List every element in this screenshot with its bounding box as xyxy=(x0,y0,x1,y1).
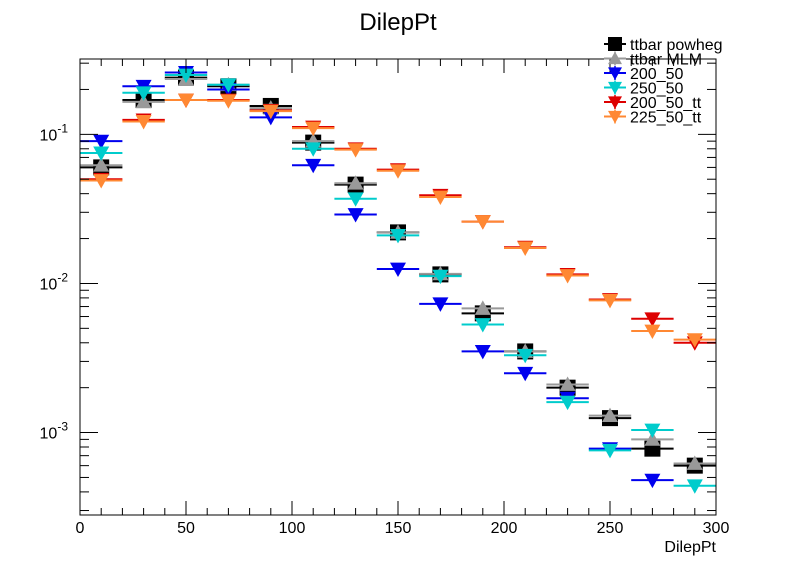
legend-marker xyxy=(608,96,622,109)
data-point xyxy=(644,473,661,489)
data-point xyxy=(559,395,576,411)
data-point xyxy=(178,93,194,108)
legend-marker xyxy=(608,67,622,80)
data-point xyxy=(390,262,406,277)
data-point xyxy=(644,324,661,339)
y-tick-label: 10-3 xyxy=(40,420,69,443)
data-point xyxy=(474,215,491,230)
legend-label: ttbar MLM xyxy=(630,52,702,69)
data-point xyxy=(93,157,110,172)
legend-entry: 200_50_tt xyxy=(604,95,702,112)
y-tick-label: 10-1 xyxy=(40,121,69,144)
legend-label: 200_50 xyxy=(630,66,683,83)
legend-marker xyxy=(608,51,622,65)
series-layer xyxy=(80,66,716,494)
data-point xyxy=(474,318,491,333)
data-point xyxy=(135,86,152,101)
data-point xyxy=(220,78,237,93)
data-point xyxy=(347,208,364,223)
series-225-50-tt xyxy=(80,93,716,348)
legend-entry: 250_50 xyxy=(604,80,683,98)
data-point xyxy=(602,443,618,459)
legend-label: 200_50_tt xyxy=(630,95,702,112)
data-point xyxy=(390,228,406,244)
data-point xyxy=(686,455,703,470)
data-point xyxy=(644,423,661,439)
x-tick-label: 150 xyxy=(385,520,412,537)
data-point xyxy=(135,115,152,130)
data-point xyxy=(517,241,534,256)
data-point xyxy=(93,174,110,189)
series-250-50 xyxy=(80,68,716,494)
legend-entry: ttbar MLM xyxy=(604,51,702,69)
data-point xyxy=(305,158,322,174)
data-point xyxy=(347,143,364,158)
data-point xyxy=(517,366,534,382)
y-tick-label: 10-2 xyxy=(40,270,69,293)
legend-marker xyxy=(608,37,622,51)
series-200-50-tt xyxy=(80,93,716,351)
data-point xyxy=(220,94,237,109)
chart-title: DilepPt xyxy=(359,9,437,36)
x-tick-label: 200 xyxy=(491,520,518,537)
legend-entry: ttbar powheg xyxy=(604,37,723,54)
data-point xyxy=(686,333,703,348)
legend-marker xyxy=(608,81,622,95)
data-point xyxy=(305,142,322,157)
legend-label: ttbar powheg xyxy=(630,37,723,54)
data-point xyxy=(644,431,661,446)
data-point xyxy=(517,348,534,364)
legend-label: 250_50 xyxy=(630,81,683,98)
data-point xyxy=(262,104,279,120)
data-point xyxy=(432,297,449,312)
data-point xyxy=(432,190,449,205)
legend-label: 225_50_tt xyxy=(630,110,702,127)
legend-entry: 225_50_tt xyxy=(604,109,702,127)
data-point xyxy=(644,312,661,327)
plot-frame xyxy=(79,58,717,516)
x-tick-label: 300 xyxy=(703,520,730,537)
data-point xyxy=(432,269,449,285)
data-point xyxy=(559,376,576,391)
x-tick-label: 100 xyxy=(279,520,306,537)
data-point xyxy=(559,269,576,284)
data-point xyxy=(305,121,322,137)
data-point xyxy=(135,93,152,109)
data-point xyxy=(474,345,491,360)
legend-marker xyxy=(608,110,622,124)
data-point xyxy=(686,479,703,494)
legend-entry: 200_50 xyxy=(604,66,683,83)
x-tick-label: 250 xyxy=(597,520,624,537)
data-point xyxy=(474,300,491,315)
data-point xyxy=(347,192,364,207)
series-200-50 xyxy=(80,66,674,489)
data-point xyxy=(93,146,110,161)
data-point xyxy=(602,293,618,309)
x-tick-label: 50 xyxy=(177,520,195,537)
axes: 0 50 100 150 200 250 300 10-1 10-2 10-3 xyxy=(40,59,730,537)
data-point xyxy=(178,68,194,83)
data-point xyxy=(390,164,406,179)
data-point xyxy=(93,134,110,150)
x-tick-label: 0 xyxy=(76,520,85,537)
data-point xyxy=(347,175,364,190)
data-point xyxy=(602,407,618,422)
x-axis-label: DilepPt xyxy=(664,539,716,556)
